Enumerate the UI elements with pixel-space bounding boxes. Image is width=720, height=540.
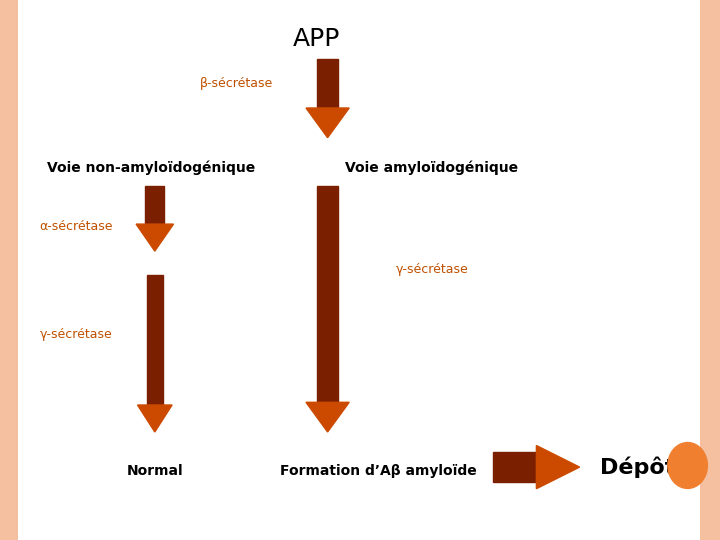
Text: Normal: Normal bbox=[127, 464, 183, 478]
Polygon shape bbox=[317, 186, 338, 402]
Polygon shape bbox=[536, 446, 580, 489]
Text: Voie amyloïdogénique: Voie amyloïdogénique bbox=[346, 160, 518, 174]
Text: Voie non-amyloïdogénique: Voie non-amyloïdogénique bbox=[47, 160, 256, 174]
Text: β-sécrétase: β-sécrétase bbox=[200, 77, 274, 90]
Polygon shape bbox=[136, 224, 174, 251]
Polygon shape bbox=[493, 453, 536, 482]
Text: γ-sécrétase: γ-sécrétase bbox=[40, 328, 112, 341]
Polygon shape bbox=[317, 59, 338, 108]
Polygon shape bbox=[306, 402, 349, 432]
Text: Formation d’Aβ amyloïde: Formation d’Aβ amyloïde bbox=[279, 464, 477, 478]
Polygon shape bbox=[145, 186, 164, 224]
Polygon shape bbox=[138, 405, 172, 432]
Text: γ-sécrétase: γ-sécrétase bbox=[396, 264, 469, 276]
Text: Dépôts: Dépôts bbox=[600, 456, 688, 478]
Text: α-sécrétase: α-sécrétase bbox=[40, 220, 113, 233]
Text: APP: APP bbox=[293, 27, 341, 51]
FancyBboxPatch shape bbox=[700, 0, 720, 540]
Polygon shape bbox=[306, 108, 349, 138]
FancyBboxPatch shape bbox=[0, 0, 18, 540]
Polygon shape bbox=[147, 275, 163, 405]
Ellipse shape bbox=[668, 443, 707, 488]
